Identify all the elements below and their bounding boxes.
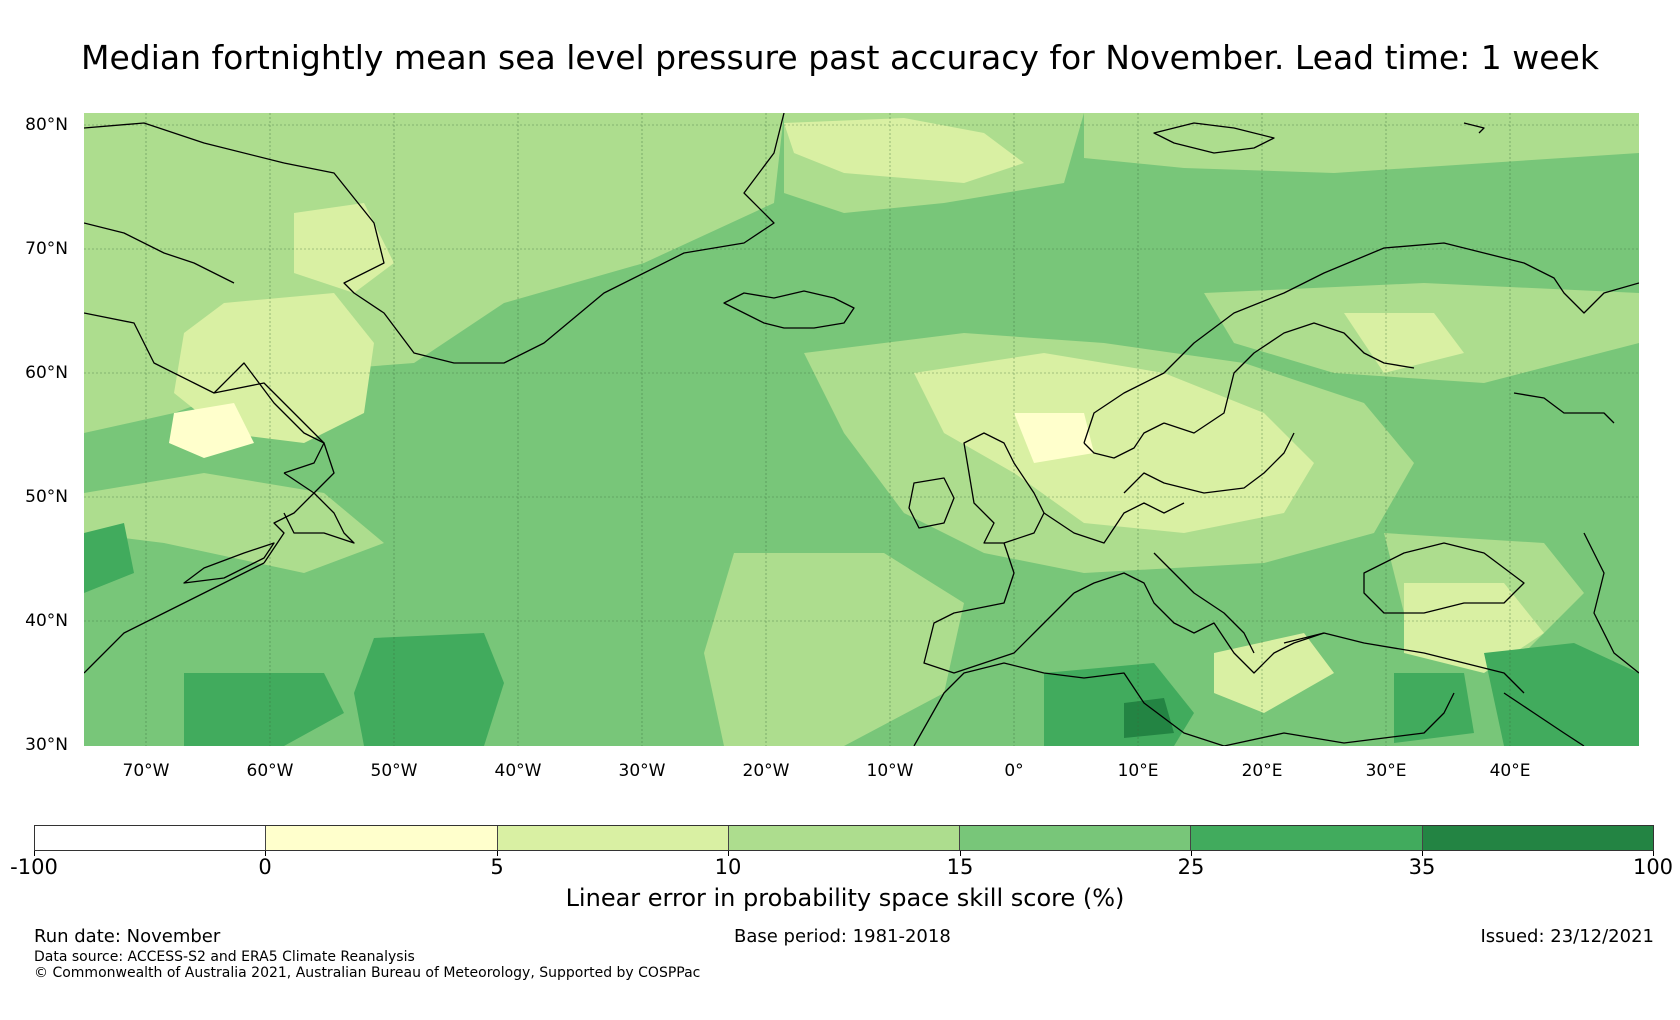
colorbar-tick: [265, 851, 266, 856]
colorbar-tick: [1191, 851, 1192, 856]
lon-label-30e: 30°E: [1365, 761, 1407, 781]
lat-label-50n: 50°N: [25, 487, 68, 507]
lon-label-10w: 10°W: [866, 761, 914, 781]
coast-italy: [1153, 552, 1255, 654]
field-35-100-regions: [1124, 698, 1174, 738]
coast-newfoundland: [283, 472, 355, 544]
lon-label-10e: 10°E: [1117, 761, 1159, 781]
coastlines: [84, 113, 1639, 746]
colorbar-label-25: 25: [1177, 855, 1205, 879]
coast-nova-scotia: [183, 542, 275, 584]
coast-black-sea: [1363, 542, 1525, 614]
lon-label-30w: 30°W: [618, 761, 666, 781]
colorbar-segment-35-100: [1422, 826, 1653, 850]
coast-franz-josef: [1463, 122, 1485, 134]
coast-ireland: [908, 477, 955, 529]
colorbar-segment-5-10: [497, 826, 729, 850]
coast-arabia: [1503, 692, 1585, 746]
issued-date: Issued: 23/12/2021: [1480, 926, 1654, 947]
data-source: Data source: ACCESS-S2 and ERA5 Climate …: [34, 949, 415, 965]
field-0-5-regions: [169, 403, 1094, 463]
coast-hudson-bay: [84, 312, 325, 474]
lat-label-40n: 40°N: [25, 611, 68, 631]
coast-turkey: [1283, 632, 1525, 694]
coast-caspian: [1583, 532, 1639, 674]
lon-label-40w: 40°W: [494, 761, 542, 781]
run-date: Run date: November: [34, 926, 221, 947]
coast-canadian-islands: [84, 222, 235, 284]
colorbar-label-100: 100: [1632, 855, 1674, 879]
colorbar-label-5: 5: [490, 855, 504, 879]
lon-label-0: 0°: [1004, 761, 1024, 781]
colorbar-label-neg100: -100: [10, 855, 58, 879]
colorbar: [34, 825, 1654, 851]
colorbar-segment-10-15: [728, 826, 961, 850]
coast-canadian-arctic: [84, 122, 285, 164]
coast-britain: [963, 432, 1045, 544]
colorbar-label-35: 35: [1408, 855, 1436, 879]
skill-score-map[interactable]: [84, 113, 1639, 746]
coast-svalbard: [1153, 122, 1275, 154]
coast-ural-river: [1513, 392, 1615, 424]
coast-iceland: [723, 290, 855, 329]
lat-label-30n: 30°N: [25, 735, 68, 755]
colorbar-tick: [960, 851, 961, 856]
lon-label-70w: 70°W: [122, 761, 170, 781]
colorbar-label-15: 15: [946, 855, 974, 879]
coast-iberia: [923, 542, 1075, 674]
coast-levant: [1223, 692, 1455, 746]
colorbar-tick: [497, 851, 498, 856]
lon-label-20w: 20°W: [742, 761, 790, 781]
colorbar-tick: [1422, 851, 1423, 856]
coast-north-africa: [913, 662, 1225, 746]
colorbar-tick: [1653, 851, 1654, 856]
colorbar-segment-15-25: [960, 826, 1192, 850]
lon-label-20e: 20°E: [1241, 761, 1283, 781]
copyright: © Commonwealth of Australia 2021, Austra…: [34, 965, 701, 981]
lon-label-50w: 50°W: [370, 761, 418, 781]
colorbar-segment-0-5: [266, 826, 498, 850]
colorbar-segment-25-35: [1191, 826, 1423, 850]
colorbar-segment-neg100-0: [35, 826, 267, 850]
colorbar-title: Linear error in probability space skill …: [565, 884, 1125, 912]
coast-gulf-st-lawrence: [84, 562, 265, 674]
lat-label-70n: 70°N: [25, 239, 68, 259]
colorbar-label-10: 10: [714, 855, 742, 879]
lat-label-60n: 60°N: [25, 363, 68, 383]
colorbar-label-0: 0: [258, 855, 272, 879]
coast-sweden-finland: [1163, 322, 1415, 434]
coast-mediterranean-north: [1073, 572, 1325, 674]
base-period: Base period: 1981-2018: [734, 926, 951, 947]
coast-scandinavia: [1083, 242, 1639, 444]
coast-greenland: [283, 113, 785, 364]
coast-labrador: [213, 362, 335, 564]
map-title: Median fortnightly mean sea level pressu…: [81, 38, 1599, 77]
coast-norway-south: [1083, 422, 1165, 459]
graticule: [84, 113, 1639, 746]
colorbar-tick: [34, 851, 35, 856]
lon-label-60w: 60°W: [246, 761, 294, 781]
coast-continental-europe: [1043, 502, 1185, 544]
colorbar-tick: [728, 851, 729, 856]
lat-label-80n: 80°N: [25, 115, 68, 135]
coast-baltic: [1123, 432, 1295, 494]
lon-label-40e: 40°E: [1489, 761, 1531, 781]
